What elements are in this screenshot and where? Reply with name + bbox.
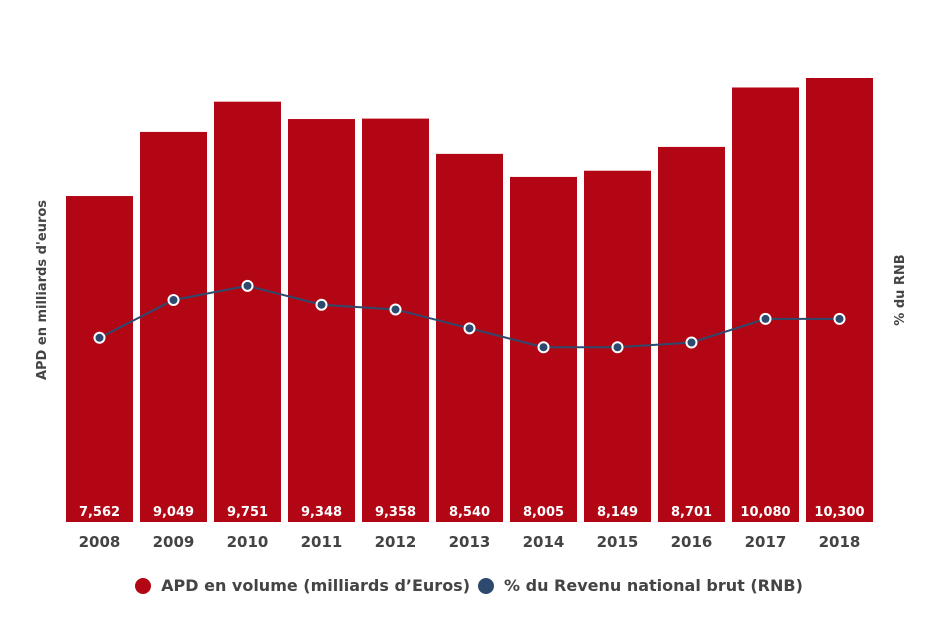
x-tick-2018: 2018 xyxy=(819,533,861,551)
x-tick-2013: 2013 xyxy=(449,533,491,551)
data-label-2013: 8,540 xyxy=(449,505,490,520)
y2-axis-label: % du RNB xyxy=(893,254,908,325)
x-tick-2010: 2010 xyxy=(227,533,269,551)
bar-2011[interactable] xyxy=(288,119,355,523)
rnb-point-2017[interactable] xyxy=(759,312,772,325)
x-tick-2009: 2009 xyxy=(153,533,195,551)
x-tick-2011: 2011 xyxy=(301,533,343,551)
data-label-2010: 9,751 xyxy=(227,505,268,520)
data-labels-group: 7,562 9,049 9,751 9,348 9,358 8,540 8,005 8,149… xyxy=(79,505,865,520)
x-tick-2017: 2017 xyxy=(745,533,787,551)
legend: APD en volume (milliards d’Euros) % du R… xyxy=(0,576,938,595)
data-label-2008: 7,562 xyxy=(79,505,120,520)
y-axis-label: APD en milliards d'euros xyxy=(35,200,50,380)
x-tick-2014: 2014 xyxy=(523,533,565,551)
rnb-point-2016[interactable] xyxy=(685,336,698,349)
legend-swatch-red xyxy=(135,577,152,594)
x-tick-2008: 2008 xyxy=(79,533,121,551)
legend-item-apd[interactable]: APD en volume (milliards d’Euros) xyxy=(135,576,470,595)
data-label-2016: 8,701 xyxy=(671,505,712,520)
line-series-group xyxy=(93,279,846,354)
bar-2012[interactable] xyxy=(362,118,429,523)
legend-item-rnb[interactable]: % du Revenu national brut (RNB) xyxy=(478,576,803,595)
legend-swatch-blue xyxy=(478,577,495,594)
x-tick-2016: 2016 xyxy=(671,533,713,551)
data-label-2017: 10,080 xyxy=(740,505,790,520)
bar-2010[interactable] xyxy=(214,101,281,522)
rnb-point-2018[interactable] xyxy=(833,312,846,325)
data-label-2011: 9,348 xyxy=(301,505,342,520)
rnb-point-2010[interactable] xyxy=(241,279,254,292)
rnb-point-2013[interactable] xyxy=(463,322,476,335)
legend-label-rnb: % du Revenu national brut (RNB) xyxy=(504,576,803,595)
rnb-point-2008[interactable] xyxy=(93,331,106,344)
x-tick-2015: 2015 xyxy=(597,533,639,551)
rnb-point-2014[interactable] xyxy=(537,341,550,354)
rnb-point-2015[interactable] xyxy=(611,341,624,354)
x-tick-labels-group: 2008 2009 2010 2011 2012 2013 2014 2015 2016 2017… xyxy=(79,533,861,551)
bar-2008[interactable] xyxy=(66,196,133,522)
x-tick-2012: 2012 xyxy=(375,533,417,551)
legend-label-apd: APD en volume (milliards d’Euros) xyxy=(161,576,471,595)
bar-2013[interactable] xyxy=(436,153,503,522)
rnb-point-2012[interactable] xyxy=(389,303,402,316)
rnb-point-2009[interactable] xyxy=(167,294,180,306)
data-label-2012: 9,358 xyxy=(375,505,416,520)
rnb-point-2011[interactable] xyxy=(315,298,328,311)
data-label-2014: 8,005 xyxy=(523,505,564,520)
bar-2017[interactable] xyxy=(732,87,799,523)
bar-2009[interactable] xyxy=(140,131,207,522)
bars-group xyxy=(66,78,873,523)
data-label-2009: 9,049 xyxy=(153,505,194,520)
data-label-2018: 10,300 xyxy=(814,505,864,520)
bar-2018[interactable] xyxy=(806,78,873,522)
data-label-2015: 8,149 xyxy=(597,505,638,520)
